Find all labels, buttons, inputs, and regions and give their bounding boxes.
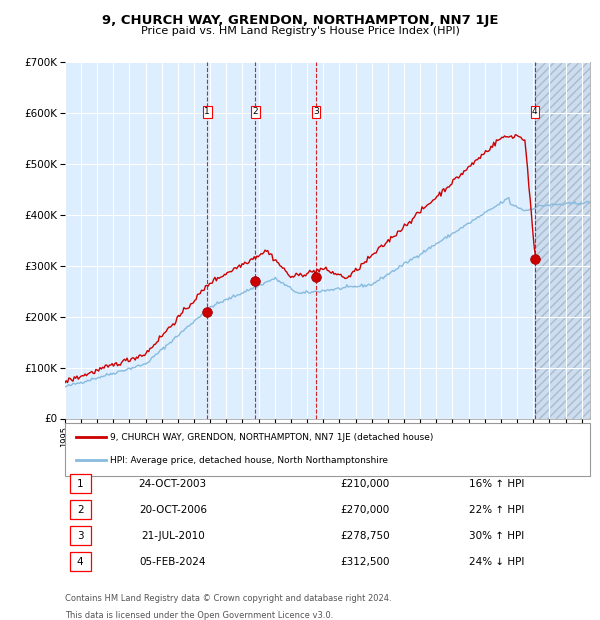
Text: 30% ↑ HPI: 30% ↑ HPI	[469, 531, 524, 541]
Text: 05-FEB-2024: 05-FEB-2024	[140, 557, 206, 567]
Text: 24% ↓ HPI: 24% ↓ HPI	[469, 557, 524, 567]
Text: 16% ↑ HPI: 16% ↑ HPI	[469, 479, 524, 489]
Text: 2: 2	[253, 107, 258, 117]
Text: 9, CHURCH WAY, GRENDON, NORTHAMPTON, NN7 1JE: 9, CHURCH WAY, GRENDON, NORTHAMPTON, NN7…	[102, 14, 498, 27]
Text: 9, CHURCH WAY, GRENDON, NORTHAMPTON, NN7 1JE (detached house): 9, CHURCH WAY, GRENDON, NORTHAMPTON, NN7…	[110, 433, 433, 441]
Bar	[535, 62, 590, 419]
Text: 3: 3	[313, 107, 319, 117]
Text: £312,500: £312,500	[340, 557, 389, 567]
Text: 2: 2	[77, 505, 83, 515]
Text: £210,000: £210,000	[340, 479, 389, 489]
Text: Price paid vs. HM Land Registry's House Price Index (HPI): Price paid vs. HM Land Registry's House …	[140, 26, 460, 36]
Text: 1: 1	[205, 107, 210, 117]
Text: 3: 3	[77, 531, 83, 541]
Text: 21-JUL-2010: 21-JUL-2010	[141, 531, 205, 541]
Text: 20-OCT-2006: 20-OCT-2006	[139, 505, 207, 515]
Text: 24-OCT-2003: 24-OCT-2003	[139, 479, 207, 489]
Text: 22% ↑ HPI: 22% ↑ HPI	[469, 505, 524, 515]
Bar	[535, 62, 590, 419]
Text: 1: 1	[77, 479, 83, 489]
Text: Contains HM Land Registry data © Crown copyright and database right 2024.: Contains HM Land Registry data © Crown c…	[65, 594, 391, 603]
Text: £278,750: £278,750	[340, 531, 389, 541]
Text: 4: 4	[77, 557, 83, 567]
Text: £270,000: £270,000	[340, 505, 389, 515]
Text: HPI: Average price, detached house, North Northamptonshire: HPI: Average price, detached house, Nort…	[110, 456, 388, 464]
Text: 4: 4	[532, 107, 538, 117]
Text: This data is licensed under the Open Government Licence v3.0.: This data is licensed under the Open Gov…	[65, 611, 333, 620]
